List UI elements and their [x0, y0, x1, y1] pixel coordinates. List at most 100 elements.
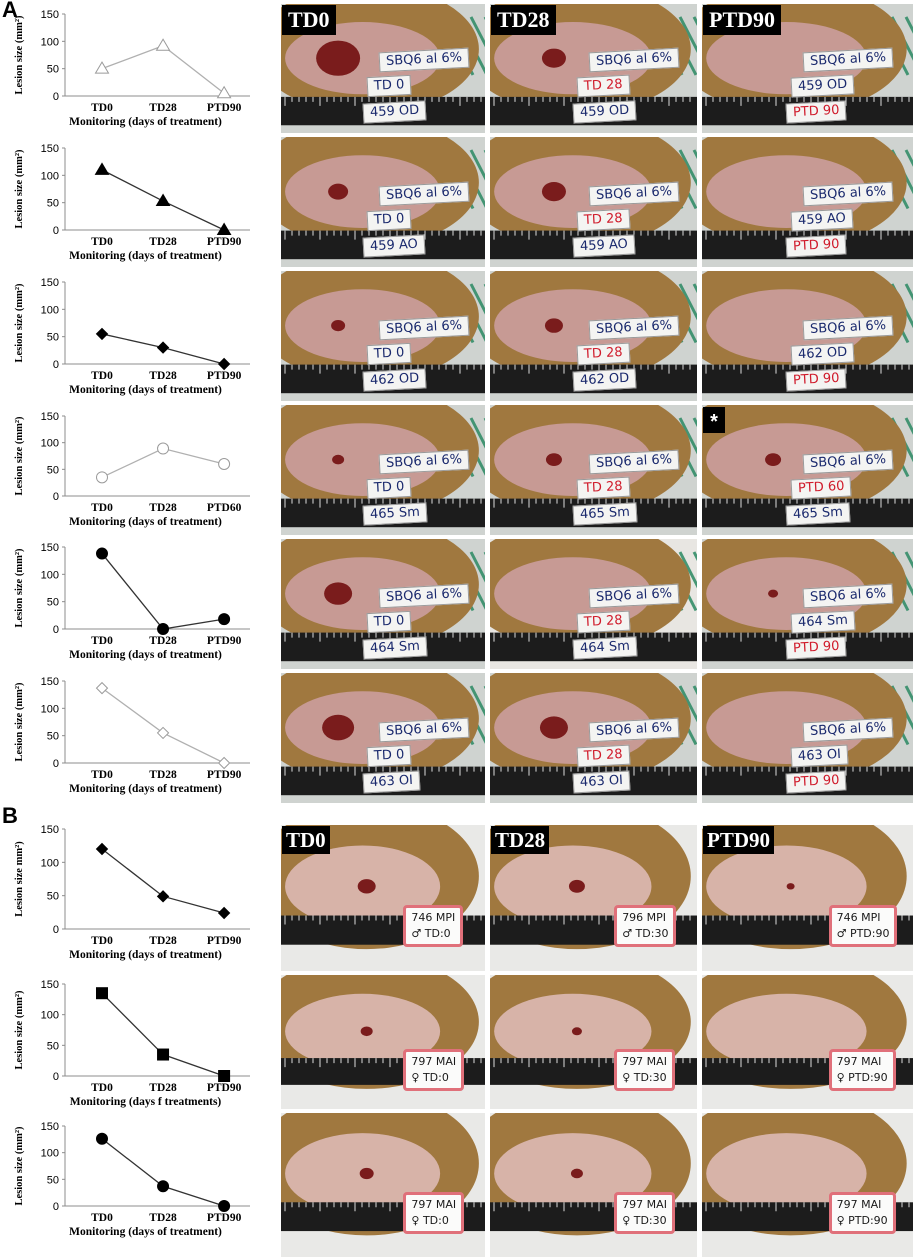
id-card-line: 746 MPI — [836, 911, 881, 925]
y-tick-label: 50 — [47, 332, 59, 344]
photo-id-card: 797 MAI ♀ TD:30 — [614, 1048, 675, 1091]
photo-a-r3-c1: SBQ6 al 6% TD 0 462 OD — [281, 271, 485, 401]
series-line — [101, 1138, 225, 1207]
y-tick-label: 50 — [47, 1040, 59, 1052]
data-point — [95, 681, 109, 695]
y-tick-label: 100 — [41, 703, 59, 715]
photo-illustration — [281, 1113, 485, 1257]
y-tick-label: 150 — [41, 824, 59, 836]
photo-tag-line: 459 OD — [790, 74, 855, 98]
x-tick-label: PTD90 — [207, 1212, 242, 1224]
lesion-chart-7: 0 50 100 150 Lesion size mm²) TD0 TD28 PTD90 Mon… — [14, 824, 250, 961]
photo-tag-line: TD 28 — [576, 74, 631, 98]
photo-tag-line: 465 Sm — [362, 502, 427, 526]
y-tick-label: 150 — [41, 676, 59, 688]
photo-b-r3-c1: 797 MAI ♀ TD:0 — [281, 1113, 485, 1257]
data-point — [156, 726, 170, 740]
photo-a-r4-c2: SBQ6 al 6% TD 28 465 Sm — [490, 405, 697, 535]
photo-b-r2-c1: 797 MAI ♀ TD:0 — [281, 975, 485, 1109]
photo-tag-line: 459 AO — [572, 234, 636, 258]
photo-a-r6-c1: SBQ6 al 6% TD 0 463 OI — [281, 673, 485, 803]
data-point — [216, 85, 232, 99]
x-tick-label: TD0 — [91, 1212, 113, 1224]
x-tick-label: TD0 — [91, 1082, 113, 1094]
y-tick-label: 150 — [41, 143, 59, 155]
photo-tag-line: 462 OD — [362, 368, 427, 392]
lesion-mark — [544, 318, 563, 333]
y-tick-label: 100 — [41, 438, 59, 450]
y-tick-label: 0 — [53, 1071, 59, 1083]
y-tick-label: 50 — [47, 198, 59, 210]
x-tick-label: TD0 — [91, 635, 113, 647]
x-axis-label: Monitoring (days of treatment) — [69, 1226, 222, 1238]
data-point — [95, 842, 109, 856]
lesion-chart-1: 0 50 100 150 Lesion size (mm²) TD0 TD28 PTD90 Mo… — [14, 9, 250, 128]
id-card-line: ♀ TD:30 — [622, 1214, 667, 1228]
photo-illustration — [702, 1113, 913, 1257]
id-card-line: ♂ TD:30 — [622, 927, 669, 941]
photo-a-r4-c3: SBQ6 al 6% PTD 60 465 Sm — [702, 405, 913, 535]
y-tick-label: 0 — [53, 1201, 59, 1213]
photo-a-r6-c2: SBQ6 al 6% TD 28 463 OI — [490, 673, 697, 803]
photo-tag-line: 463 OI — [362, 770, 421, 794]
y-tick-label: 0 — [53, 91, 59, 103]
lesion-mark — [316, 40, 361, 76]
id-card-line: 797 MAI — [622, 1198, 667, 1212]
id-card-line: 797 MAI — [411, 1198, 457, 1212]
photo-tag-line: TD 0 — [366, 610, 412, 633]
y-axis-label: Lesion size (mm²) — [14, 15, 25, 94]
photo-b-r3-c2: 797 MAI ♀ TD:30 — [490, 1113, 697, 1257]
y-axis-label: Lesion size (mm²) — [14, 416, 25, 495]
photo-a-r2-c1: SBQ6 al 6% TD 0 459 AO — [281, 137, 485, 267]
photo-a-r5-c3: SBQ6 al 6% 464 Sm PTD 90 — [702, 539, 913, 669]
x-tick-label: TD0 — [91, 935, 113, 947]
lesion-mark — [570, 1168, 583, 1179]
x-tick-label: TD0 — [91, 370, 113, 382]
photo-illustration — [281, 975, 485, 1109]
photo-b-r3-c3: 797 MAI ♀ PTD:90 — [702, 1113, 913, 1257]
id-card-line: 797 MAI — [622, 1054, 667, 1068]
photo-tag-line: TD 0 — [366, 75, 412, 98]
photo-tag-line: PTD 90 — [785, 100, 848, 124]
x-axis-label: Monitoring (days of treatment) — [69, 949, 222, 961]
y-tick-label: 0 — [53, 491, 59, 503]
photo-tag-line: PTD 90 — [785, 368, 848, 392]
id-card-line: ♀ PTD:90 — [836, 1070, 888, 1084]
y-tick-label: 50 — [47, 731, 59, 743]
id-card-line: ♀ TD:0 — [411, 1214, 449, 1228]
x-tick-label: PTD60 — [207, 502, 242, 514]
lesion-mark — [541, 48, 566, 68]
id-card-line: 746 MPI — [411, 911, 456, 925]
x-tick-label: PTD90 — [207, 635, 242, 647]
column-label-a-2: TD28 — [491, 5, 556, 35]
lesion-mark — [545, 453, 562, 466]
photo-tag-line: 462 OD — [572, 368, 637, 392]
photo-a-r4-c1: SBQ6 al 6% TD 0 465 Sm — [281, 405, 485, 535]
photo-b-r1-c1: 746 MPI ♂ TD:0 — [281, 825, 485, 971]
photo-id-card: 797 MAI ♀ TD:0 — [403, 1048, 465, 1091]
x-tick-label: TD28 — [149, 935, 177, 947]
series-line — [101, 44, 225, 94]
lesion-mark — [765, 453, 782, 466]
photo-a-r6-c3: SBQ6 al 6% 463 OI PTD 90 — [702, 673, 913, 803]
lesion-chart-9: 0 50 100 150 Lesion size (mm²) TD0 TD28 PTD90 Mo… — [14, 1121, 250, 1238]
data-point — [155, 193, 171, 207]
y-tick-label: 100 — [41, 1148, 59, 1160]
data-point — [157, 623, 170, 635]
y-tick-label: 0 — [53, 225, 59, 237]
y-tick-label: 50 — [47, 891, 59, 903]
data-point — [94, 61, 110, 74]
y-tick-label: 0 — [53, 359, 59, 371]
x-tick-label: TD28 — [149, 635, 177, 647]
lesion-mark — [357, 879, 376, 894]
lesion-mark — [331, 320, 346, 332]
photo-id-card: 746 MPI ♂ PTD:90 — [828, 905, 898, 948]
panel-a-letter: A — [2, 0, 18, 22]
lesion-mark — [332, 454, 345, 465]
data-point — [94, 162, 110, 175]
series-line — [101, 553, 225, 630]
photo-id-card: 796 MPI ♂ TD:30 — [614, 905, 677, 948]
lesion-mark — [568, 879, 585, 893]
x-tick-label: TD28 — [149, 502, 177, 514]
photo-id-card: 797 MAI ♀ TD:30 — [614, 1192, 675, 1235]
